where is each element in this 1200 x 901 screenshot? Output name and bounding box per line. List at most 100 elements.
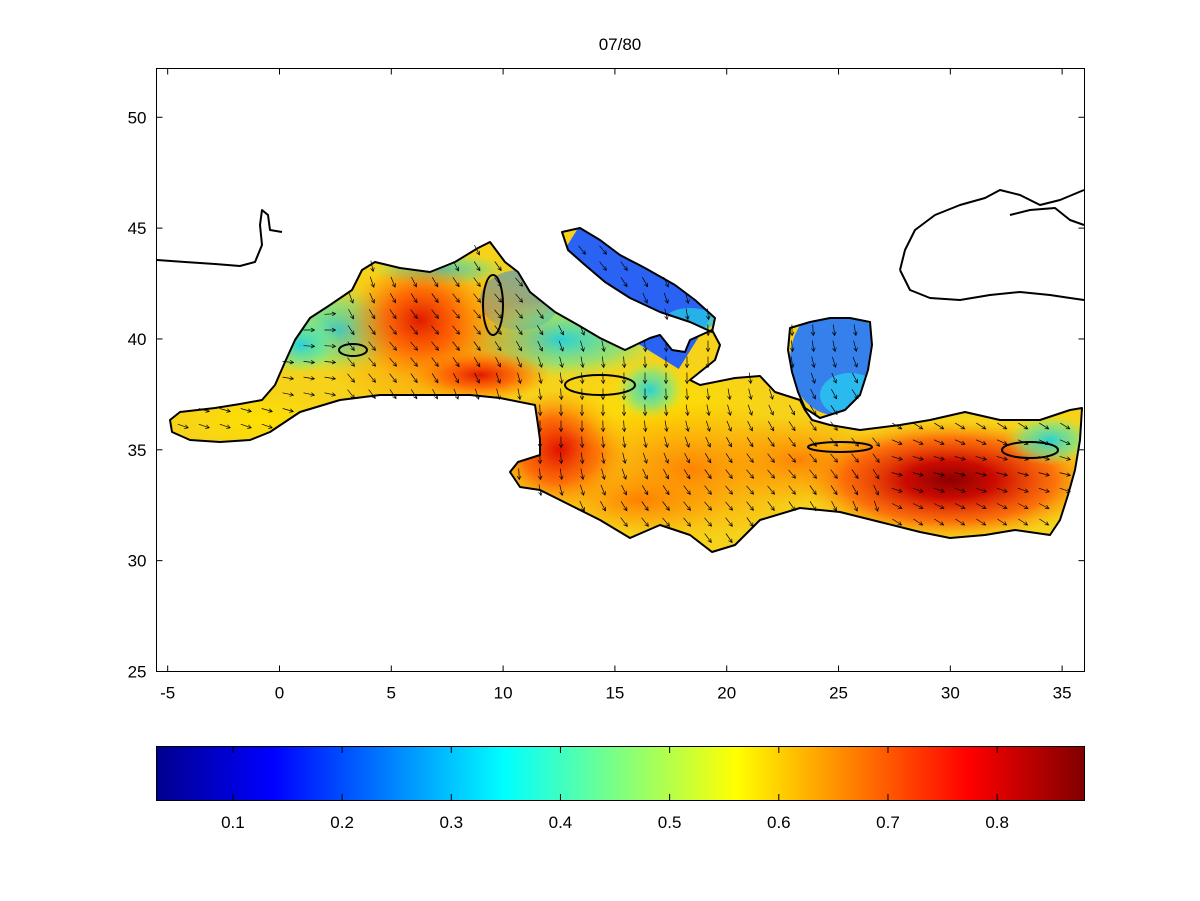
coastline-balearic <box>338 343 368 357</box>
y-tick-label: 35 <box>128 441 147 460</box>
vector-arrow <box>599 245 607 255</box>
vector-arrow <box>621 420 627 433</box>
vector-arrow <box>348 292 354 304</box>
vector-arrow <box>240 423 252 429</box>
vector-arrow <box>411 276 417 288</box>
vector-arrow <box>662 485 670 496</box>
vector-arrow <box>810 388 816 400</box>
vector-arrow <box>601 436 606 449</box>
vector-arrow <box>599 261 607 271</box>
vector-arrow <box>303 327 316 333</box>
x-tick-label: 5 <box>387 684 396 703</box>
vector-arrow <box>537 356 543 368</box>
vector-arrow <box>473 325 481 335</box>
vector-arrow <box>810 372 816 384</box>
vector-arrow <box>495 356 501 368</box>
vector-arrow <box>600 404 606 417</box>
vector-arrow <box>177 423 189 429</box>
y-tick-label: 40 <box>128 330 147 349</box>
vector-arrow <box>726 437 732 448</box>
vector-arrow <box>261 423 273 429</box>
vector-arrow <box>389 373 397 383</box>
vector-arrow <box>347 357 355 367</box>
vector-arrow <box>536 325 544 336</box>
vector-arrow <box>873 484 879 496</box>
vector-arrow <box>748 388 753 401</box>
vector-arrow <box>620 517 628 527</box>
vector-arrow <box>368 325 376 336</box>
vector-arrow <box>747 420 753 432</box>
vector-arrow <box>515 341 523 352</box>
vector-arrow <box>515 325 523 336</box>
vector-arrow <box>706 388 711 401</box>
vector-arrow <box>1038 472 1051 477</box>
vector-arrow <box>975 472 988 477</box>
colorbar-ticks: 0.1 0.2 0.3 0.4 0.5 0.6 0.7 0.8 <box>221 746 1009 832</box>
vector-arrow <box>830 485 838 496</box>
vector-arrow <box>1038 487 1050 493</box>
coastline-crete <box>807 441 873 453</box>
vector-arrow <box>1018 422 1029 430</box>
vector-arrow <box>830 469 838 479</box>
colorbar-tick-label: 0.4 <box>549 813 573 832</box>
vector-arrow <box>622 452 627 465</box>
vector-arrow <box>809 485 817 496</box>
vector-arrow <box>452 309 460 319</box>
vector-arrow <box>727 404 732 417</box>
vector-arrow <box>558 436 564 449</box>
vector-arrow <box>852 356 858 368</box>
vector-arrow <box>872 437 880 447</box>
vector-arrow <box>683 469 691 480</box>
vector-arrow <box>684 372 690 385</box>
y-tick-label: 25 <box>128 663 147 682</box>
vector-arrow <box>664 420 669 433</box>
x-tick-label: 25 <box>829 684 848 703</box>
vector-arrow <box>851 485 859 496</box>
vector-arrow <box>641 277 649 288</box>
x-axis: -5 0 5 10 15 20 25 30 35 <box>160 68 1072 703</box>
vector-arrow <box>622 436 627 449</box>
vector-arrow <box>747 404 753 416</box>
vector-arrow <box>725 501 733 511</box>
vector-arrow <box>1038 503 1050 509</box>
vector-arrow <box>933 439 945 445</box>
vector-arrow <box>746 437 754 448</box>
vector-arrow <box>725 469 733 479</box>
vector-arrow <box>663 452 669 464</box>
colorbar-tick-label: 0.8 <box>985 813 1009 832</box>
vector-arrow <box>767 437 775 448</box>
colorbar-tick-label: 0.5 <box>658 813 682 832</box>
vector-arrow <box>725 485 733 495</box>
vector-arrow <box>473 309 481 319</box>
vector-arrow <box>704 469 712 480</box>
vector-arrow <box>873 500 879 512</box>
vector-arrow <box>683 517 691 527</box>
vector-arrow <box>517 388 522 401</box>
x-tick-label: 10 <box>494 684 513 703</box>
vector-arrow <box>601 356 606 369</box>
vector-arrow <box>663 388 669 401</box>
vector-arrow <box>996 472 1009 477</box>
vector-arrow <box>600 484 606 496</box>
vector-arrow <box>975 439 987 445</box>
vector-arrow <box>1039 422 1050 430</box>
vector-arrow <box>558 452 564 465</box>
x-tick-label: 30 <box>941 684 960 703</box>
vector-arrow <box>662 501 670 511</box>
vector-arrow <box>789 404 795 416</box>
vector-arrow <box>955 422 966 430</box>
vector-arrow <box>303 360 316 365</box>
vector-arrow <box>347 373 355 383</box>
vector-arrow <box>704 501 712 511</box>
vector-arrow <box>494 341 502 352</box>
vector-arrow <box>621 468 627 480</box>
vector-arrow <box>558 404 564 417</box>
x-tick-label: -5 <box>160 684 175 703</box>
vector-arrow <box>601 340 606 353</box>
vector-arrow <box>725 517 733 527</box>
vector-arrow <box>705 436 711 448</box>
vector-arrow <box>788 437 796 447</box>
coastline-atlantic <box>156 209 283 267</box>
vector-arrow <box>368 373 376 383</box>
